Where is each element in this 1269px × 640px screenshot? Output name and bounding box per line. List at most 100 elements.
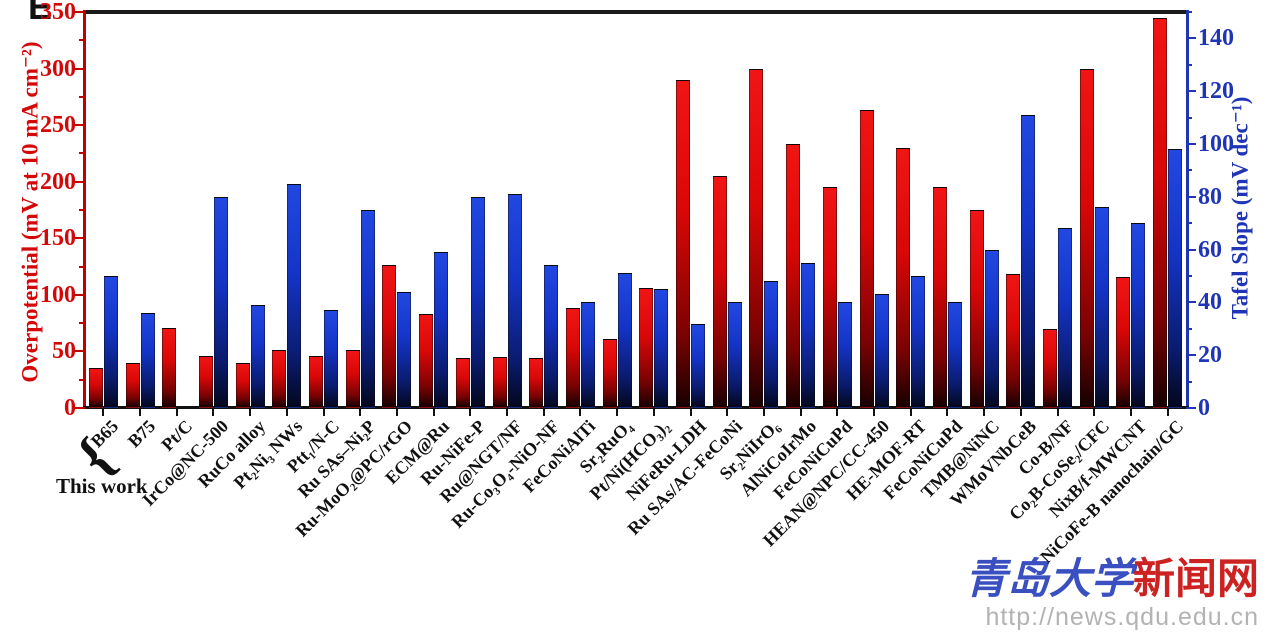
bar-tafel-slope <box>691 323 706 408</box>
x-axis-tick <box>322 409 325 416</box>
bar-tafel-slope <box>580 302 595 408</box>
y-axis-minor-tick-left <box>79 209 85 211</box>
y-tick-label-right: 40 <box>1198 289 1222 316</box>
bar-overpotential <box>969 210 984 408</box>
bar-overpotential <box>529 358 544 408</box>
left-axis-title: Overpotential (mV at 10 mA cm⁻²) <box>17 41 43 383</box>
bar-tafel-slope <box>1131 223 1146 408</box>
y-tick-label-right: 140 <box>1198 25 1234 52</box>
bar-overpotential <box>822 187 837 408</box>
x-axis-tick <box>946 409 949 416</box>
y-tick-label-right: 100 <box>1198 131 1234 157</box>
x-axis-tick <box>1129 409 1132 416</box>
bar-tafel-slope <box>984 249 999 408</box>
x-axis-tick <box>873 409 876 416</box>
bar-tafel-slope <box>727 302 742 408</box>
bar-tafel-slope <box>397 291 412 408</box>
bar-overpotential <box>162 327 177 408</box>
watermark-site-name: 青岛大学新闻网 <box>965 559 1259 601</box>
bar-overpotential <box>932 187 947 408</box>
y-tick-label-right: 0 <box>1198 395 1210 421</box>
bar-overpotential <box>419 314 434 408</box>
y-axis-minor-tick-left <box>79 95 85 98</box>
bar-tafel-slope <box>911 276 926 408</box>
y-axis-minor-tick-right <box>1186 63 1192 66</box>
bar-overpotential <box>859 110 874 408</box>
y-axis-minor-tick-left <box>79 265 85 268</box>
x-axis-tick <box>579 409 582 416</box>
bar-tafel-slope <box>213 196 228 408</box>
y-tick-label-right: 20 <box>1198 342 1222 369</box>
bar-overpotential <box>1043 328 1058 408</box>
bar-overpotential <box>712 176 727 408</box>
y-axis-minor-tick-right <box>1186 116 1192 119</box>
y-axis-major-tick-left <box>75 350 85 353</box>
bar-overpotential <box>749 68 764 408</box>
bar-overpotential <box>235 362 250 408</box>
y-axis-minor-tick-right <box>1186 327 1192 330</box>
x-axis-tick <box>212 409 215 416</box>
watermark-site-name-red: 新闻网 <box>1132 557 1259 603</box>
bar-overpotential <box>565 308 580 408</box>
y-axis-major-tick-left <box>75 407 85 409</box>
y-axis-minor-tick-left <box>79 378 85 381</box>
bar-overpotential <box>345 350 360 408</box>
x-axis-tick <box>285 409 288 416</box>
y-tick-label-left: 150 <box>40 225 76 252</box>
bar-tafel-slope <box>324 310 339 408</box>
right-axis-title: Tafel Slope (mV dec⁻¹) <box>1227 96 1253 320</box>
y-tick-label-right: 60 <box>1198 236 1222 263</box>
x-axis-tick <box>909 409 912 416</box>
bar-tafel-slope <box>947 302 962 408</box>
y-axis-major-tick-left <box>75 293 85 296</box>
x-axis-tick <box>762 409 765 416</box>
bar-tafel-slope <box>617 273 632 408</box>
y-axis-major-tick-left <box>75 11 85 13</box>
x-axis-tick <box>175 409 178 416</box>
bar-tafel-slope <box>287 183 302 408</box>
y-axis-major-tick-right <box>1186 37 1196 40</box>
bar-tafel-slope <box>470 196 485 408</box>
x-axis-tick <box>395 409 398 416</box>
right-axis-spine <box>1186 10 1189 409</box>
bar-overpotential <box>896 147 911 408</box>
y-axis-minor-tick-right <box>1186 222 1192 225</box>
bottom-axis-spine <box>83 406 1189 409</box>
y-axis-major-tick-right <box>1186 195 1196 198</box>
bar-tafel-slope <box>801 262 816 408</box>
bar-overpotential <box>455 358 470 408</box>
bar-tafel-slope <box>874 294 889 408</box>
bar-tafel-slope <box>764 281 779 408</box>
watermark-url: http://news.qdu.edu.cn <box>985 603 1259 631</box>
bar-overpotential <box>272 350 287 408</box>
y-axis-minor-tick-left <box>79 322 85 325</box>
bar-overpotential <box>1079 68 1094 408</box>
y-axis-major-tick-right <box>1186 90 1196 93</box>
bar-tafel-slope <box>1094 207 1109 408</box>
bar-tafel-slope <box>434 252 449 408</box>
x-axis-tick <box>726 409 729 416</box>
bar-tafel-slope <box>103 276 118 408</box>
top-spine <box>83 10 1189 14</box>
y-axis-minor-tick-right <box>1186 11 1192 13</box>
x-axis-tick <box>1056 409 1059 416</box>
watermark-site-name-blue: 青岛大学 <box>964 557 1133 603</box>
bar-overpotential <box>492 357 507 408</box>
bar-tafel-slope <box>1021 114 1036 408</box>
x-axis-tick <box>469 409 472 416</box>
y-axis-minor-tick-right <box>1186 169 1192 172</box>
bar-overpotential <box>602 338 617 408</box>
bar-overpotential <box>382 265 397 408</box>
bar-tafel-slope <box>250 305 265 408</box>
x-axis-tick <box>139 409 142 416</box>
y-axis-major-tick-left <box>75 237 85 240</box>
panel-label: E <box>28 0 53 27</box>
x-axis-tick <box>1093 409 1096 416</box>
bar-overpotential <box>309 355 324 408</box>
bar-overpotential <box>639 288 654 408</box>
y-axis-minor-tick-left <box>79 39 85 42</box>
y-tick-label-right: 80 <box>1198 183 1222 210</box>
y-axis-major-tick-right <box>1186 143 1196 145</box>
y-axis-minor-tick-right <box>1186 380 1192 383</box>
